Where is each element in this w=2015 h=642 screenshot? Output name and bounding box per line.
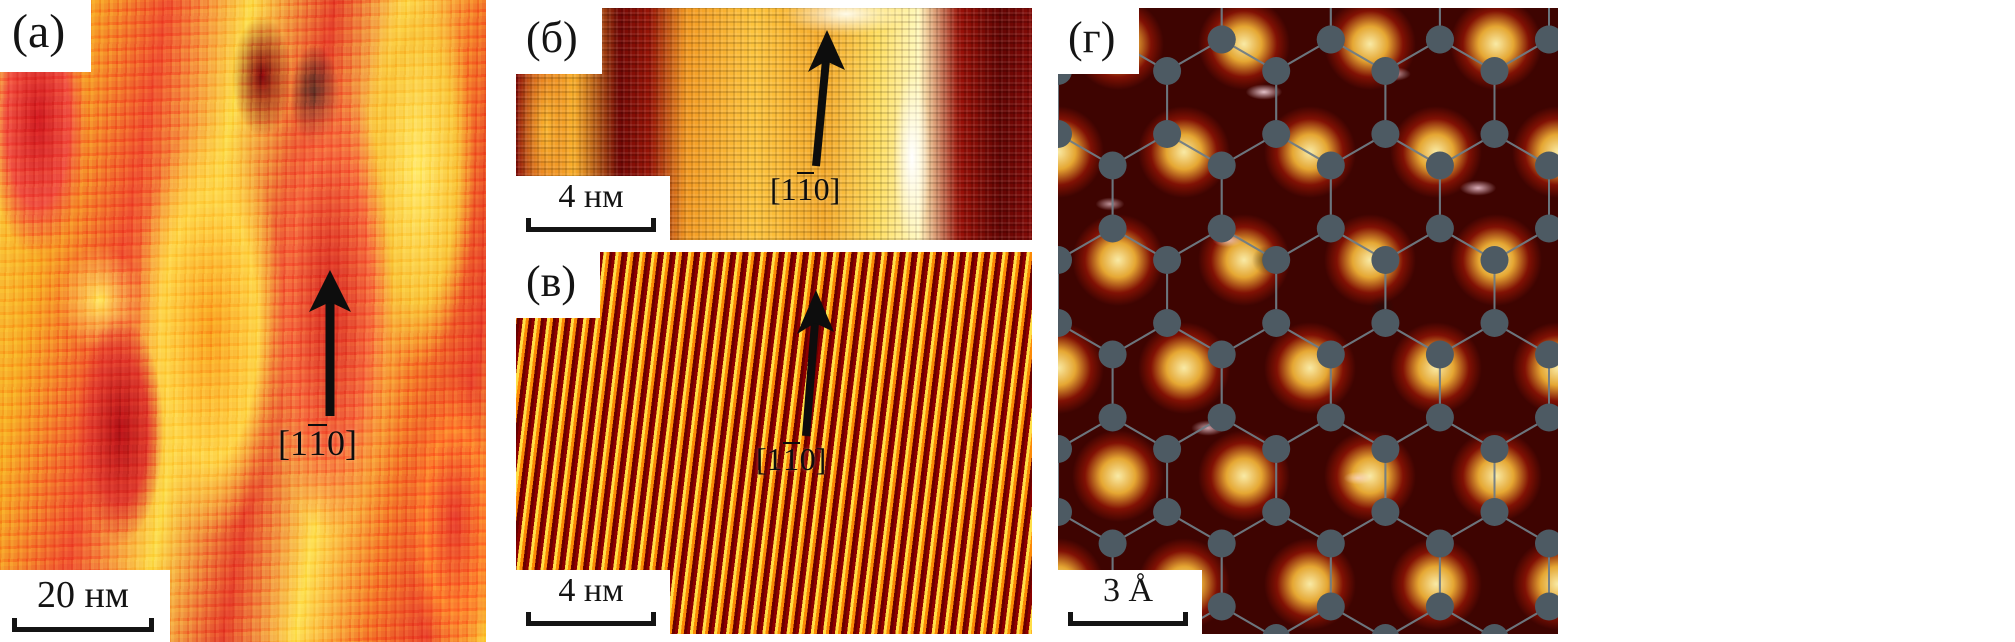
stm-image-a xyxy=(0,0,486,642)
scale-bar-rule-a xyxy=(12,618,154,632)
up-arrow-icon xyxy=(808,30,845,167)
up-arrow-icon xyxy=(797,290,834,437)
miller-suffix-a: 0] xyxy=(327,423,357,463)
miller-prefix-b: [1 xyxy=(770,171,797,207)
panel-c-stm-image[interactable]: (в) [110] 4 нм xyxy=(516,252,1032,634)
miller-overbar-c: 1 xyxy=(782,441,800,477)
direction-indicator-b: [110] xyxy=(770,28,852,205)
scale-bar-d: 3 Å xyxy=(1058,570,1202,634)
scale-bar-rule-b xyxy=(526,218,656,232)
miller-suffix-c: 0] xyxy=(799,441,827,477)
scale-bar-label-c: 4 нм xyxy=(558,572,624,609)
panel-b-stm-image[interactable]: (б) [110] 4 нм xyxy=(516,8,1032,240)
scale-bar-a: 20 нм xyxy=(0,570,170,642)
panel-label-a: (а) xyxy=(0,0,92,72)
scale-bar-label-d: 3 Å xyxy=(1102,572,1154,609)
scale-bar-b: 4 нм xyxy=(516,176,670,240)
hexagonal-lattice-overlay xyxy=(1058,8,1558,634)
miller-overbar-a: 1 xyxy=(308,423,327,463)
miller-prefix-c: [1 xyxy=(756,441,783,477)
miller-overbar-b: 1 xyxy=(796,171,814,207)
panel-d-stm-image[interactable]: (г) 3 Å xyxy=(1058,8,1558,634)
panel-label-c: (в) xyxy=(516,252,601,318)
miller-index-a: [110] xyxy=(278,424,360,461)
direction-indicator-a: [110] xyxy=(278,268,360,461)
up-arrow-icon xyxy=(309,270,351,416)
panel-label-b: (б) xyxy=(516,8,602,74)
scale-bar-label-a: 20 нм xyxy=(37,574,129,616)
miller-index-b: [110] xyxy=(770,172,852,205)
scale-bar-rule-c xyxy=(526,612,656,626)
scale-bar-label-b: 4 нм xyxy=(558,178,624,215)
scale-bar-c: 4 нм xyxy=(516,570,670,634)
miller-index-c: [110] xyxy=(756,442,840,475)
direction-indicator-c: [110] xyxy=(756,288,840,475)
miller-suffix-b: 0] xyxy=(813,171,841,207)
panel-label-d: (г) xyxy=(1058,8,1140,74)
panel-a-stm-image[interactable]: (а) [110] 20 нм xyxy=(0,0,486,642)
miller-prefix-a: [1 xyxy=(278,423,308,463)
scale-bar-rule-d xyxy=(1068,612,1188,626)
